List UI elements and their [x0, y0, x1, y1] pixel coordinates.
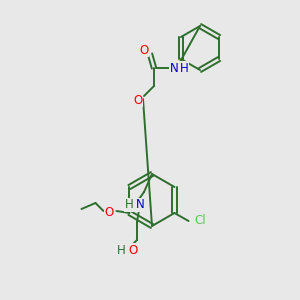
Text: Cl: Cl	[195, 214, 206, 227]
Text: O: O	[128, 244, 138, 256]
Text: O: O	[134, 94, 142, 106]
Text: N: N	[136, 199, 144, 212]
Text: H: H	[124, 199, 134, 212]
Text: N: N	[169, 61, 178, 74]
Text: O: O	[105, 206, 114, 218]
Text: H: H	[180, 61, 188, 74]
Text: O: O	[140, 44, 148, 56]
Text: H: H	[117, 244, 125, 256]
